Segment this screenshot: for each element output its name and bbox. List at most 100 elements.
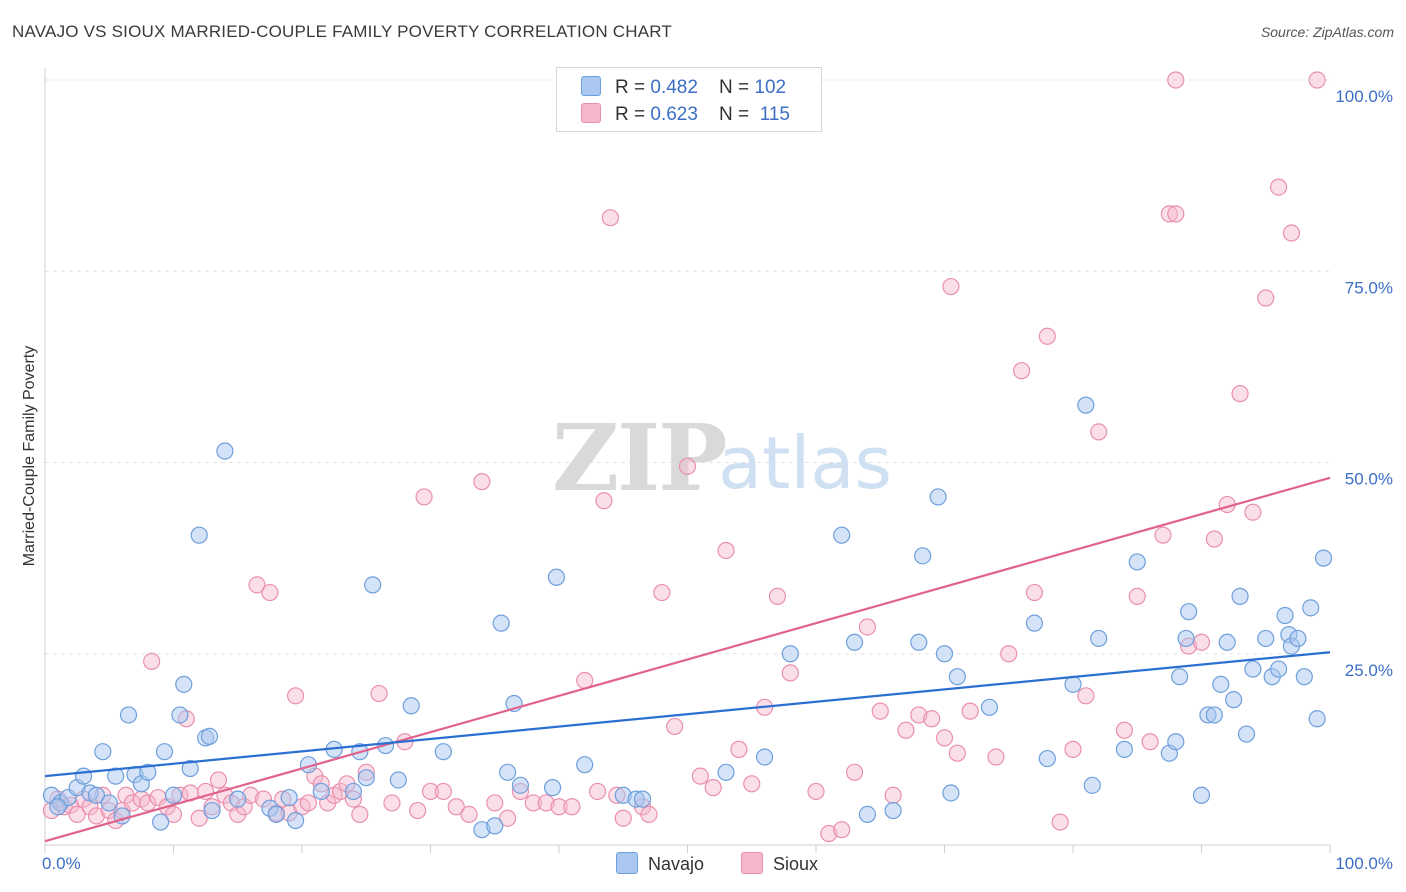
sioux-point	[460, 805, 478, 824]
sioux-point	[820, 824, 838, 843]
navajo-point	[935, 645, 954, 663]
navajo-point	[216, 442, 234, 460]
navajo-point	[1064, 675, 1082, 693]
y-tick-label: 50.0%	[1345, 470, 1393, 489]
sioux-point	[190, 809, 208, 827]
sioux-point	[1051, 813, 1069, 831]
navajo-point	[1308, 710, 1326, 728]
sioux-point	[434, 782, 452, 801]
navajo-point	[1077, 396, 1095, 414]
legend-n-value-sioux: 115	[759, 104, 790, 125]
navajo-point	[1225, 691, 1243, 709]
navajo-point	[1090, 629, 1108, 648]
navajo-point	[1314, 549, 1333, 567]
navajo-point	[576, 756, 594, 774]
navajo-point	[499, 763, 517, 781]
y-tick-label: 75.0%	[1345, 278, 1393, 297]
sioux-point	[209, 771, 228, 789]
source-label: Source: ZipAtlas.com	[1260, 24, 1394, 40]
watermark-zip: ZIP	[552, 404, 725, 512]
navajo-point	[152, 813, 170, 831]
sioux-point	[143, 652, 161, 671]
navajo-point	[1218, 633, 1236, 651]
sioux-point	[383, 794, 401, 812]
sioux-point	[961, 702, 979, 720]
sioux-point	[1167, 71, 1185, 89]
legend-row-sioux: R = 0.623 N = 115	[581, 103, 790, 125]
legend-r-label-sioux: R =	[615, 104, 651, 125]
navajo-point	[1171, 668, 1189, 686]
sioux-point	[1012, 362, 1031, 380]
sioux-point	[781, 664, 799, 682]
sioux-point	[499, 809, 517, 827]
navajo-point	[486, 817, 504, 835]
navajo-point	[929, 488, 947, 506]
sioux-point	[1154, 526, 1172, 544]
navajo-point	[1167, 733, 1185, 751]
sioux-point	[910, 706, 928, 724]
navajo-trend-line	[44, 651, 1331, 778]
sioux-point	[743, 775, 761, 793]
sioux-point	[1231, 385, 1249, 403]
sioux-point	[1192, 633, 1211, 651]
sioux-point	[807, 782, 825, 801]
navajo-point	[155, 743, 174, 761]
navajo-point	[49, 798, 67, 816]
correlation-legend: R = 0.482 N = 102 R = 0.623 N = 115	[556, 67, 822, 132]
navajo-point	[948, 668, 966, 686]
navajo-point	[858, 805, 877, 824]
navajo-point	[203, 801, 221, 820]
navajo-point	[344, 782, 362, 801]
sioux-point	[351, 805, 369, 824]
navajo-point	[1212, 675, 1230, 693]
navajo-point	[717, 763, 735, 781]
x-tick-label: 100.0%	[1335, 854, 1393, 873]
navajo-point	[357, 769, 375, 787]
sioux-point	[537, 794, 555, 812]
navajo-point	[434, 743, 452, 761]
sioux-point	[871, 702, 889, 720]
sioux-point	[248, 576, 266, 594]
navajo-point	[1231, 587, 1249, 605]
navajo-point	[1115, 740, 1134, 758]
navajo-point	[229, 790, 247, 808]
navajo-point	[364, 576, 382, 594]
sioux-point	[409, 801, 427, 820]
bottom-navajo-label: Navajo	[648, 854, 705, 874]
navajo-point	[1302, 599, 1320, 617]
legend-n-label-sioux: N =	[719, 104, 755, 125]
sioux-point	[1128, 587, 1146, 605]
navajo-point	[181, 759, 199, 778]
sioux-point	[614, 809, 632, 827]
sioux-point	[1160, 205, 1178, 223]
sioux-point	[653, 583, 671, 602]
sioux-point	[845, 763, 864, 781]
navajo-point	[1180, 603, 1198, 621]
sioux-point	[717, 541, 735, 560]
navajo-point	[942, 784, 960, 802]
navajo-point	[312, 782, 330, 801]
sioux-point	[1308, 71, 1326, 89]
sioux-point	[550, 798, 568, 816]
sioux-point	[730, 740, 748, 758]
navajo-point	[1192, 786, 1211, 804]
sioux-point	[942, 277, 960, 296]
navajo-point	[543, 779, 562, 797]
legend-r-value-navajo: 0.482	[650, 77, 698, 98]
sioux-swatch	[581, 103, 601, 123]
navajo-point	[200, 727, 219, 745]
navajo-point	[1257, 629, 1275, 648]
sioux-point	[1244, 503, 1262, 521]
sioux-point	[666, 717, 684, 736]
y-tick-label: 100.0%	[1335, 87, 1393, 106]
navajo-point	[1269, 660, 1288, 678]
bottom-sioux-swatch	[741, 852, 763, 874]
chart-title: NAVAJO VS SIOUX MARRIED-COUPLE FAMILY PO…	[12, 22, 672, 41]
sioux-point	[588, 782, 607, 801]
navajo-point	[1237, 725, 1256, 743]
navajo-point	[1244, 660, 1262, 678]
sioux-point	[768, 587, 787, 605]
navajo-point	[1289, 629, 1307, 648]
sioux-point	[1090, 423, 1108, 441]
